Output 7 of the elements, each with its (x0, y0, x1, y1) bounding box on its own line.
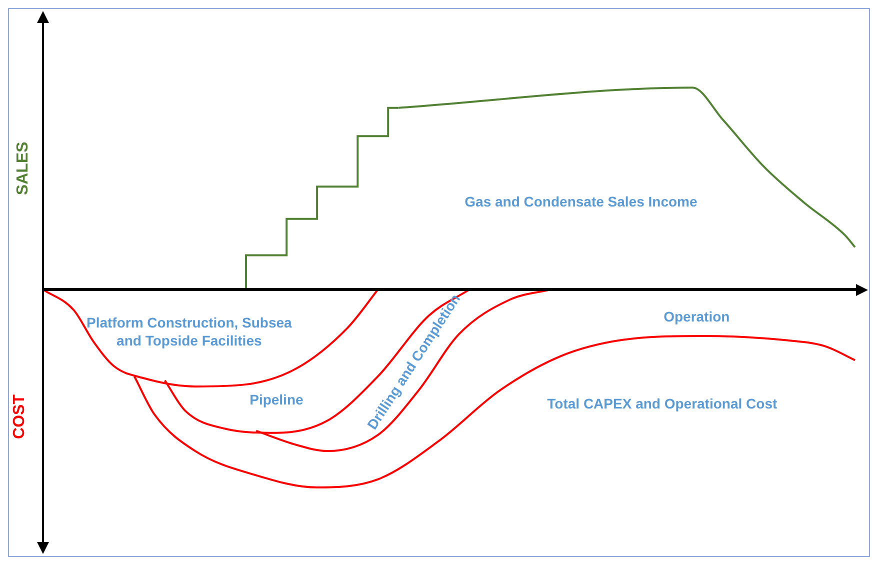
annotation: Pipeline (250, 391, 304, 408)
annotation: Gas and Condensate Sales Income (464, 194, 698, 210)
y-axis-title: SALES (14, 141, 32, 196)
annotation: Total CAPEX and Operational Cost (547, 395, 778, 412)
annotation: Platform Construction, Subsea and Topside Facilities (86, 314, 292, 349)
annotation: Operation (664, 308, 730, 325)
text: COST (11, 394, 28, 439)
